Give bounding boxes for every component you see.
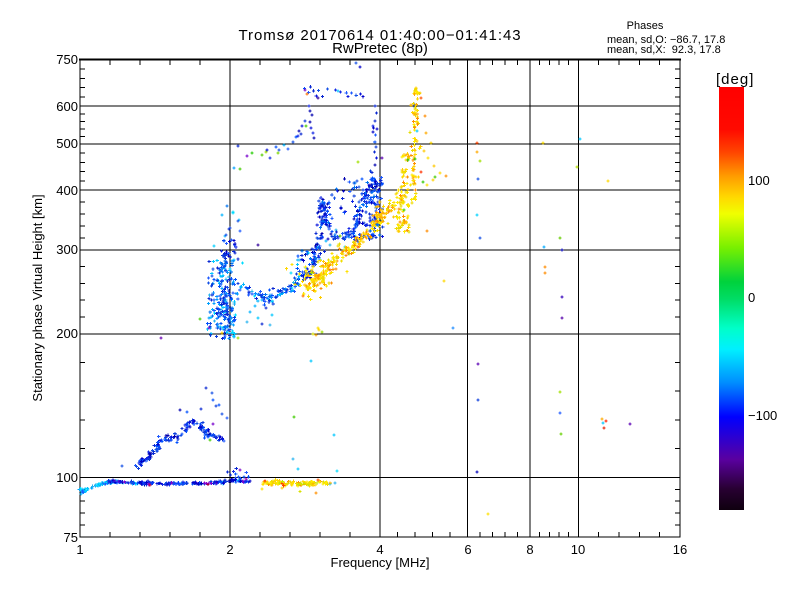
svg-text:400: 400 xyxy=(56,183,78,198)
svg-text:RwPretec (8p): RwPretec (8p) xyxy=(332,40,428,57)
svg-text:750: 750 xyxy=(56,52,78,67)
svg-text:600: 600 xyxy=(56,99,78,114)
svg-text:10: 10 xyxy=(571,542,585,557)
svg-text:−100: −100 xyxy=(748,408,777,423)
svg-text:Tromsø 20170614 01:40:00−01:41: Tromsø 20170614 01:40:00−01:41:43 xyxy=(238,27,521,44)
svg-text:16: 16 xyxy=(673,542,687,557)
svg-text:200: 200 xyxy=(56,326,78,341)
svg-text:100: 100 xyxy=(56,470,78,485)
svg-text:75: 75 xyxy=(64,530,78,545)
svg-text:1: 1 xyxy=(76,542,83,557)
svg-text:500: 500 xyxy=(56,136,78,151)
svg-text:Stationary phase Virtual Heigh: Stationary phase Virtual Height [km] xyxy=(30,194,45,401)
svg-text:Phases: Phases xyxy=(627,20,664,32)
svg-text:8: 8 xyxy=(526,542,533,557)
svg-text:mean, sd,X: 92.3, 17.8: mean, sd,X: 92.3, 17.8 xyxy=(607,44,721,56)
svg-text:0: 0 xyxy=(748,290,755,305)
svg-text:100: 100 xyxy=(748,173,770,188)
svg-text:mean, sd,O: −86.7, 17.8: mean, sd,O: −86.7, 17.8 xyxy=(607,34,725,46)
svg-text:Frequency [MHz]: Frequency [MHz] xyxy=(331,555,430,570)
svg-text:4: 4 xyxy=(376,542,383,557)
svg-text:2: 2 xyxy=(226,542,233,557)
svg-text:[deg]: [deg] xyxy=(716,71,754,88)
svg-text:6: 6 xyxy=(464,542,471,557)
svg-text:300: 300 xyxy=(56,242,78,257)
